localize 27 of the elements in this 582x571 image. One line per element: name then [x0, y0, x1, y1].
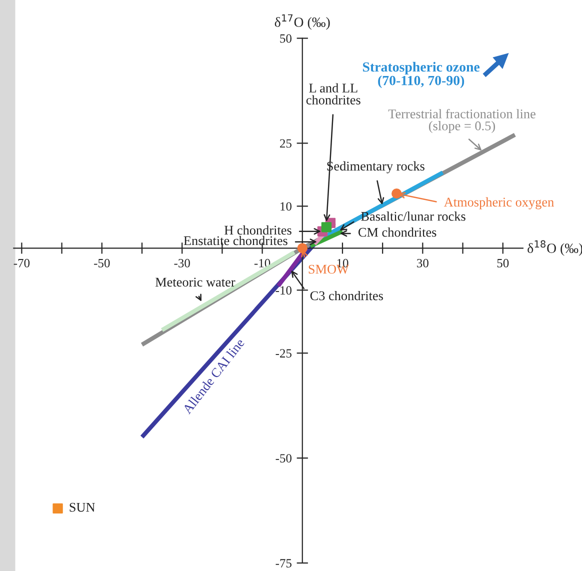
x-tick-label: -50 [94, 258, 110, 268]
point [321, 222, 332, 232]
point [297, 243, 308, 254]
point [392, 188, 402, 199]
annotation: L and LL chondrites [306, 83, 360, 104]
x-tick-label: 50 [497, 258, 509, 268]
annotation: C3 chondrites [310, 290, 383, 300]
x-tick-label: 30 [417, 258, 428, 268]
x-tick-label: -70 [14, 258, 30, 268]
annotation: CM chondrites [358, 227, 436, 237]
y-axis-title: δ$^{17}$O (‰) [274, 14, 330, 30]
point [52, 503, 63, 514]
annotation: Terrestrial fractionation line (slope = 0.5) [388, 108, 536, 134]
annotation: Enstatite chondrites [184, 236, 288, 246]
annotation: Meteoric water [155, 278, 236, 287]
annotation: Atmospheric oxygen [444, 197, 554, 210]
y-tick-label: -50 [276, 454, 292, 463]
y-tick-label: -25 [276, 349, 292, 358]
y-tick-label: -75 [276, 559, 292, 568]
annotation: H chondrites [224, 225, 292, 235]
y-tick-label: 10 [280, 202, 292, 211]
annotation: Stratospheric ozone (70-110, 70-90) [362, 62, 480, 88]
x-tick-label: -30 [174, 258, 190, 268]
y-tick-label: 50 [280, 34, 292, 43]
y-tick-label: 25 [280, 139, 292, 148]
annotation: SUN [70, 502, 95, 512]
y-tick-label: -10 [276, 286, 292, 295]
